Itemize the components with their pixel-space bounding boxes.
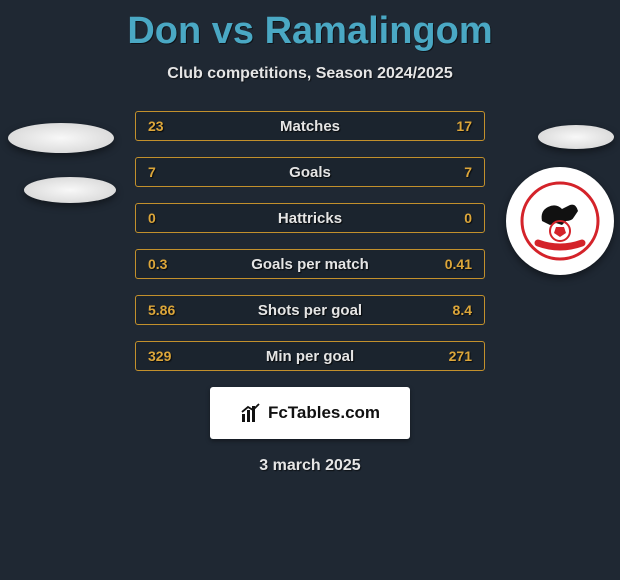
player-left-placeholder-1	[8, 123, 114, 153]
stat-label: Matches	[280, 118, 340, 135]
stat-left-value: 0	[148, 210, 156, 226]
stat-right-value: 271	[449, 348, 472, 364]
stat-label: Goals	[289, 164, 331, 181]
stat-row: 0 Hattricks 0	[135, 203, 485, 233]
stat-left-value: 23	[148, 118, 164, 134]
fctables-link[interactable]: FcTables.com	[210, 387, 410, 439]
stat-row: 5.86 Shots per goal 8.4	[135, 295, 485, 325]
stat-label: Min per goal	[266, 348, 354, 365]
stat-row: 23 Matches 17	[135, 111, 485, 141]
chart-icon	[240, 402, 262, 424]
comparison-area: 23 Matches 17 7 Goals 7 0 Hattricks 0 0.…	[0, 111, 620, 371]
stat-right-value: 7	[464, 164, 472, 180]
team-crest-icon	[520, 181, 600, 261]
stat-right-value: 8.4	[453, 302, 472, 318]
stat-label: Hattricks	[278, 210, 342, 227]
stat-row: 329 Min per goal 271	[135, 341, 485, 371]
stat-left-value: 0.3	[148, 256, 167, 272]
stat-left-value: 5.86	[148, 302, 175, 318]
stat-row: 7 Goals 7	[135, 157, 485, 187]
stats-table: 23 Matches 17 7 Goals 7 0 Hattricks 0 0.…	[135, 111, 485, 371]
date-text: 3 march 2025	[0, 457, 620, 475]
stat-left-value: 329	[148, 348, 171, 364]
stat-label: Goals per match	[251, 256, 369, 273]
footer-brand-text: FcTables.com	[268, 403, 380, 423]
team-right-badge	[506, 167, 614, 275]
stat-row: 0.3 Goals per match 0.41	[135, 249, 485, 279]
page-title: Don vs Ramalingom	[0, 0, 620, 53]
player-left-placeholder-2	[24, 177, 116, 203]
stat-right-value: 17	[456, 118, 472, 134]
subtitle: Club competitions, Season 2024/2025	[0, 65, 620, 83]
stat-label: Shots per goal	[258, 302, 362, 319]
stat-right-value: 0.41	[445, 256, 472, 272]
stat-right-value: 0	[464, 210, 472, 226]
stat-left-value: 7	[148, 164, 156, 180]
player-right-placeholder	[538, 125, 614, 149]
